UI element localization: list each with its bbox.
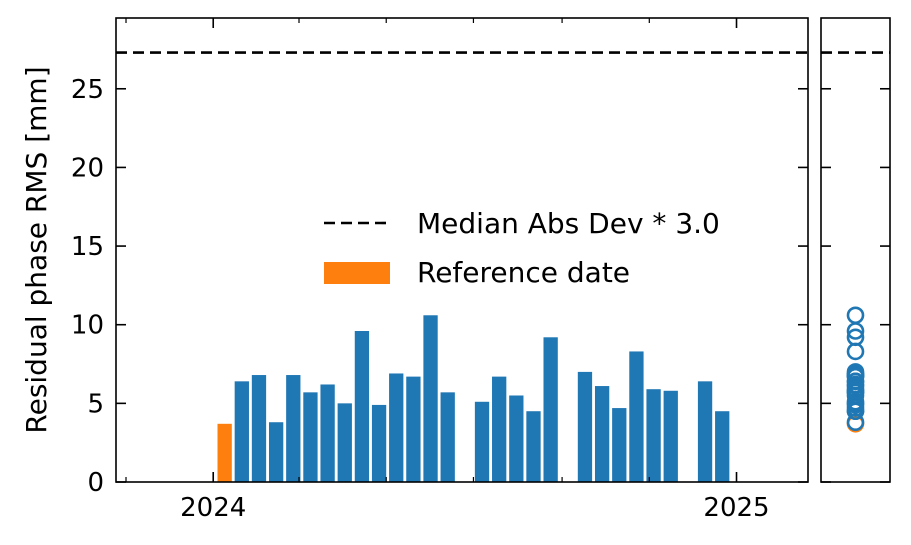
y-axis-label: Residual phase RMS [mm] xyxy=(20,66,53,433)
legend: Median Abs Dev * 3.0 Reference date xyxy=(324,207,720,289)
y-tick-label: 25 xyxy=(71,75,104,105)
bar xyxy=(251,375,267,482)
bar xyxy=(371,404,387,482)
bar xyxy=(663,390,678,482)
side-point xyxy=(846,342,865,361)
side-points-layer xyxy=(846,306,865,433)
bar xyxy=(594,386,610,482)
y-tick-label: 10 xyxy=(71,311,104,341)
bar xyxy=(526,411,541,482)
legend-threshold-label: Median Abs Dev * 3.0 xyxy=(417,207,720,240)
bar xyxy=(268,422,284,482)
side-y-ticks xyxy=(821,87,890,483)
bars-layer xyxy=(217,315,730,482)
bar xyxy=(423,315,438,482)
side-point xyxy=(846,372,865,391)
x-ticks: 2024 2025 xyxy=(125,18,770,523)
bar xyxy=(303,392,318,482)
y-tick-label: 20 xyxy=(71,153,104,183)
bar xyxy=(629,351,644,482)
bar xyxy=(440,392,455,482)
side-point xyxy=(846,381,865,400)
bar xyxy=(543,337,558,482)
bar xyxy=(697,381,713,482)
y-tick-label: 15 xyxy=(71,232,104,262)
bar xyxy=(354,331,370,482)
y-tick-label: 5 xyxy=(87,389,104,419)
bar xyxy=(337,403,352,482)
bar xyxy=(612,408,627,482)
side-distribution-panel xyxy=(820,17,891,483)
bar xyxy=(577,371,593,482)
bar xyxy=(646,389,661,482)
bar xyxy=(492,376,507,482)
main-plot-frame xyxy=(115,17,809,483)
side-point xyxy=(846,402,865,421)
bar xyxy=(715,411,730,482)
side-point xyxy=(846,306,865,325)
bar xyxy=(474,401,490,482)
x-tick-label: 2024 xyxy=(180,493,246,523)
bar xyxy=(320,384,335,482)
bar xyxy=(389,373,404,482)
y-ticks: 0 5 10 15 20 25 xyxy=(71,75,808,498)
y-tick-label: 0 xyxy=(87,468,104,498)
bar xyxy=(286,375,301,482)
legend-reference-label: Reference date xyxy=(417,256,630,289)
x-tick-label: 2025 xyxy=(703,493,769,523)
legend-reference-swatch xyxy=(324,262,390,284)
bar xyxy=(406,376,421,482)
bar xyxy=(234,381,249,482)
side-plot-frame xyxy=(820,17,891,483)
bar xyxy=(509,395,524,482)
bar-reference xyxy=(217,423,232,482)
